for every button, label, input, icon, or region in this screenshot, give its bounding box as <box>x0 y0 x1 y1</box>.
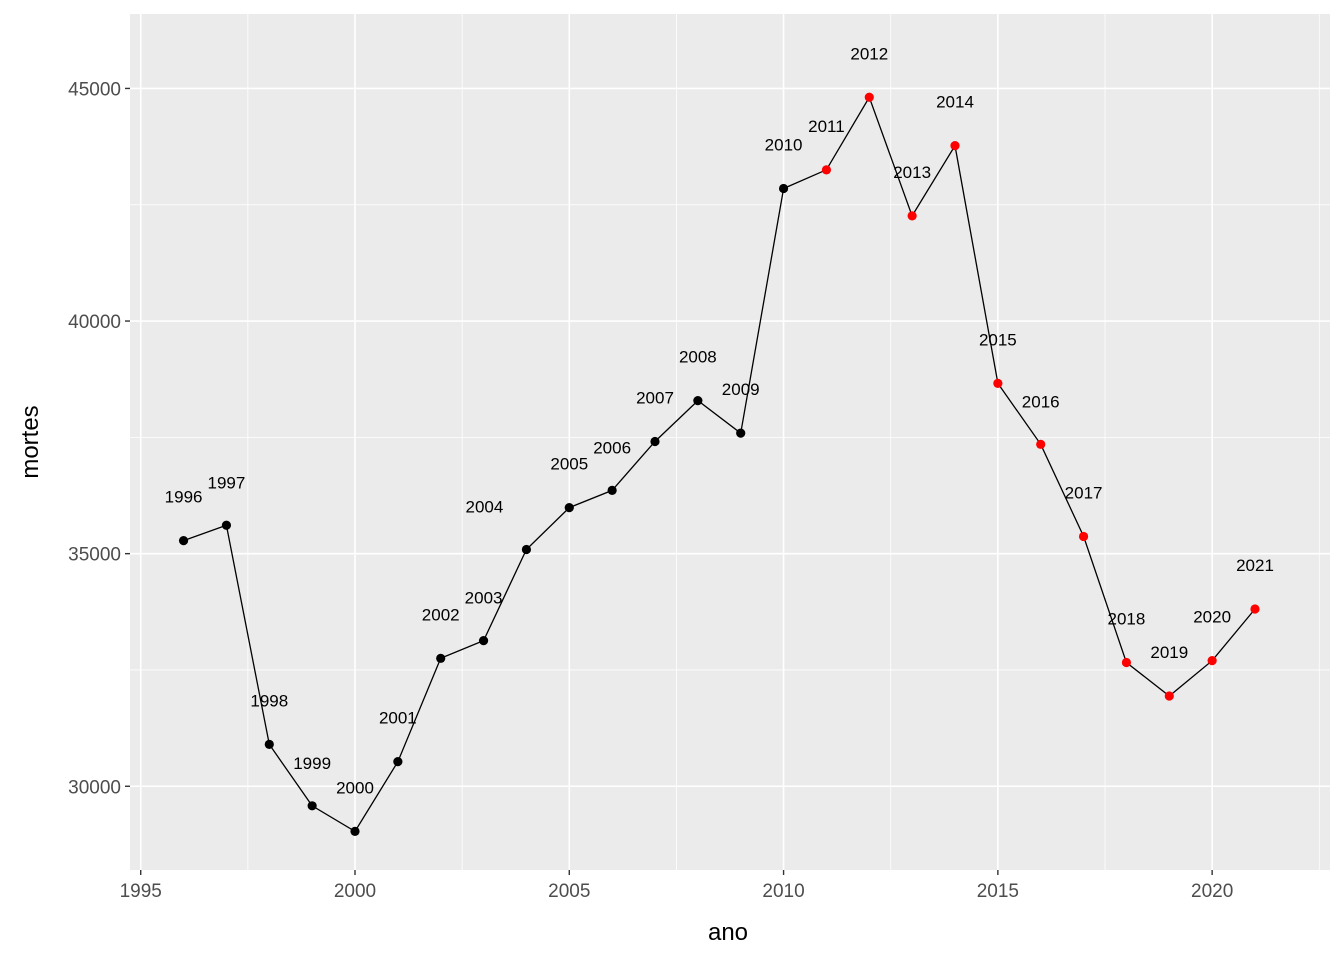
point-label: 1996 <box>165 488 203 507</box>
x-tick-label: 1995 <box>120 881 162 902</box>
data-points <box>178 92 1260 836</box>
data-point <box>350 826 360 836</box>
point-label: 2006 <box>593 438 631 457</box>
data-point <box>307 801 317 811</box>
x-tick-label: 2015 <box>977 881 1019 902</box>
data-point <box>521 544 532 555</box>
y-tick-label: 40000 <box>68 312 121 333</box>
point-label: 2003 <box>465 589 503 608</box>
x-tick-label: 2020 <box>1191 881 1233 902</box>
data-point <box>864 92 874 102</box>
point-label: 2001 <box>379 709 417 728</box>
data-point <box>907 211 917 221</box>
data-point <box>1078 531 1089 542</box>
data-point <box>478 636 489 646</box>
point-label: 2005 <box>550 455 588 474</box>
y-tick-label: 35000 <box>68 545 121 566</box>
point-label: 1998 <box>250 691 288 710</box>
data-point <box>1164 691 1174 701</box>
point-label: 2013 <box>893 163 931 182</box>
data-point <box>778 183 789 194</box>
point-label: 2009 <box>722 380 760 399</box>
panel-background <box>130 14 1330 870</box>
data-point <box>736 428 746 438</box>
point-label: 1997 <box>208 473 246 492</box>
data-point <box>178 536 189 546</box>
data-point <box>693 395 703 406</box>
point-labels: 1996 1997 1998 1999 2000 2001 2002 2003 2004 2005… <box>165 44 1274 797</box>
data-point <box>393 757 403 767</box>
x-tick-label: 2010 <box>762 881 804 902</box>
point-label: 2012 <box>850 44 888 63</box>
data-point <box>993 378 1003 388</box>
data-point <box>221 520 232 530</box>
major-grid <box>130 14 1330 870</box>
data-point <box>264 739 274 749</box>
point-label: 2002 <box>422 605 460 624</box>
data-point <box>650 436 660 447</box>
point-label: 2020 <box>1193 608 1231 627</box>
x-axis-title: ano <box>708 919 748 946</box>
point-label: 2019 <box>1150 643 1188 662</box>
data-point <box>564 502 574 513</box>
x-tick-label: 2000 <box>334 881 376 902</box>
point-label: 2015 <box>979 330 1017 349</box>
series-line <box>183 95 1256 833</box>
point-label: 2004 <box>466 497 504 516</box>
point-label: 2007 <box>636 389 674 408</box>
data-point <box>821 165 832 175</box>
data-point <box>436 653 446 663</box>
point-label: 2016 <box>1022 392 1060 411</box>
y-tick-label: 45000 <box>68 79 121 100</box>
x-tick-label: 2005 <box>548 881 590 902</box>
point-label: 2014 <box>936 93 974 112</box>
point-label: 2021 <box>1236 556 1274 575</box>
point-label: 2018 <box>1108 610 1146 629</box>
data-point <box>1207 656 1217 666</box>
data-point <box>1121 657 1132 668</box>
data-point <box>950 141 960 151</box>
point-label: 2010 <box>765 135 803 154</box>
point-label: 2017 <box>1065 483 1103 502</box>
data-point <box>607 485 617 495</box>
y-axis: 30000 35000 40000 45000 <box>68 79 130 798</box>
data-point <box>1036 439 1046 449</box>
x-axis: 1995 2000 2005 2010 2015 2020 <box>120 870 1233 902</box>
point-label: 2000 <box>336 778 374 797</box>
point-label: 1999 <box>293 754 331 773</box>
y-axis-title: mortes <box>17 405 44 478</box>
data-point <box>1250 604 1260 614</box>
point-label: 2008 <box>679 348 717 367</box>
y-tick-label: 30000 <box>68 777 121 798</box>
point-label: 2011 <box>808 117 845 136</box>
